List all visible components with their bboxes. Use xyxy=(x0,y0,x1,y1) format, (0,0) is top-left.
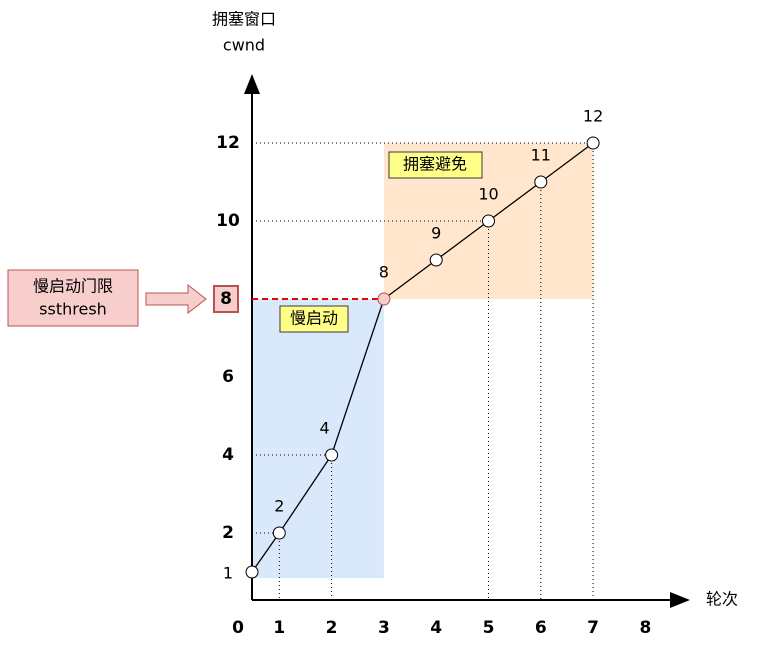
point xyxy=(534,175,548,189)
point xyxy=(245,565,259,579)
point-label: 2 xyxy=(274,497,284,516)
point-label: 1 xyxy=(223,564,233,583)
x-tick-label: 8 xyxy=(639,618,651,638)
x-tick-label: 2 xyxy=(326,618,338,638)
label-box xyxy=(388,151,483,179)
y-tick-label: 2 xyxy=(222,523,234,543)
x-tick-label: 1 xyxy=(273,618,285,638)
point xyxy=(325,448,339,462)
ssthresh-label: 慢启动门限 xyxy=(33,277,113,296)
x-tick-label: 0 xyxy=(232,618,244,638)
ssthresh-label-sub: ssthresh xyxy=(39,300,107,319)
x-tick-label: 7 xyxy=(587,618,599,638)
point xyxy=(377,292,391,306)
ssthresh-tick-label: 8 xyxy=(220,289,232,309)
y-axis-subtitle: cwnd xyxy=(223,36,265,55)
point-label: 10 xyxy=(478,185,498,204)
point-label: 9 xyxy=(431,224,441,243)
y-tick-label: 12 xyxy=(216,133,240,153)
avoidance-label: 拥塞避免 xyxy=(403,155,467,174)
point xyxy=(429,253,443,267)
point xyxy=(482,214,495,228)
y-axis-title: 拥塞窗口 xyxy=(212,10,276,29)
arrow xyxy=(145,283,207,315)
slow-start-region xyxy=(252,299,384,578)
ssthresh-tick-box xyxy=(213,285,239,313)
slow-start-label: 慢启动 xyxy=(290,309,338,328)
ssthresh-box xyxy=(7,269,139,327)
point-label: 11 xyxy=(531,146,551,165)
x-tick-label: 3 xyxy=(378,618,390,638)
cwnd-line xyxy=(251,142,594,573)
x-axis-title: 轮次 xyxy=(706,590,738,609)
label-box xyxy=(279,305,349,333)
x-tick-label: 5 xyxy=(483,618,495,638)
point-label: 12 xyxy=(583,107,603,126)
point-label: 4 xyxy=(320,419,330,438)
x-tick-label: 6 xyxy=(535,618,547,638)
point xyxy=(586,136,600,150)
point xyxy=(272,526,286,540)
x-tick-label: 4 xyxy=(430,618,442,638)
y-tick-label: 4 xyxy=(222,445,234,465)
y-tick-label: 10 xyxy=(216,211,240,231)
point-label: 8 xyxy=(379,263,389,282)
y-tick-label: 6 xyxy=(222,367,234,387)
